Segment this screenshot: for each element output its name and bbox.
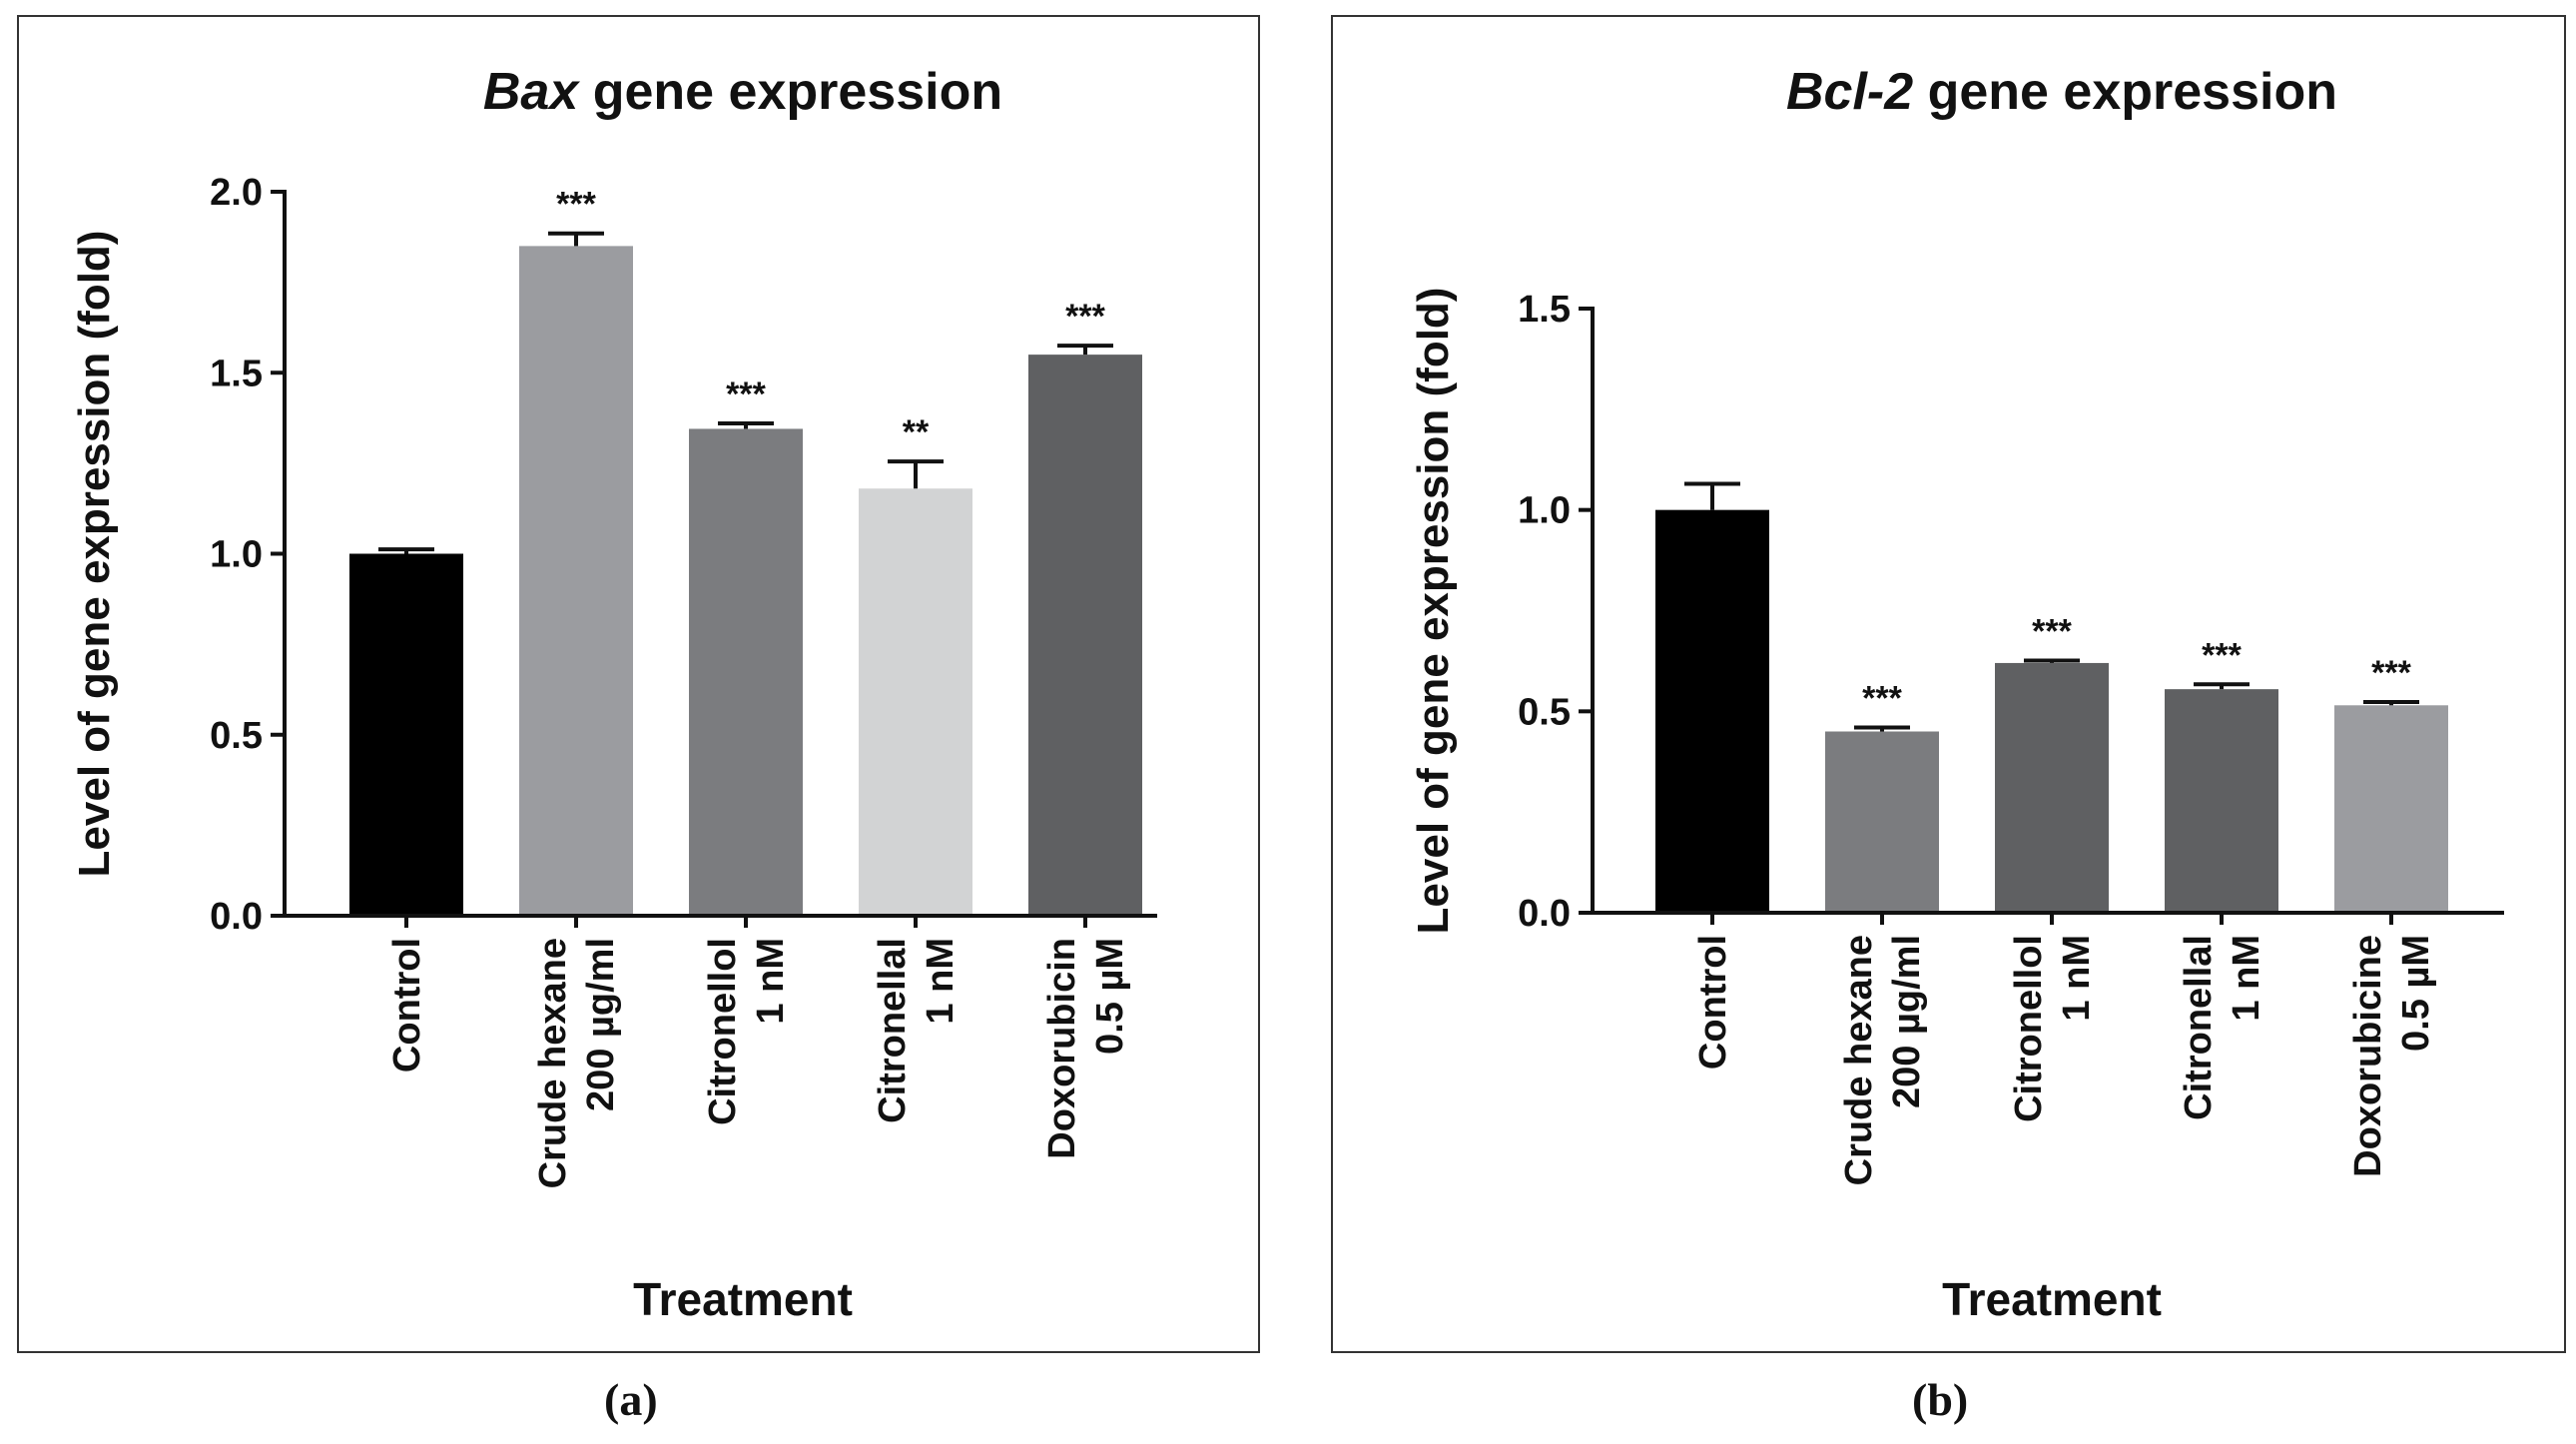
category-label: 1 nM — [920, 938, 962, 1025]
category-label: Doxorubicin — [1041, 938, 1083, 1159]
category-label: Crude hexane — [532, 938, 574, 1188]
x-axis-label: Treatment — [633, 1273, 853, 1325]
category-label: Doxorubicine — [2347, 935, 2389, 1177]
category-label: 1 nM — [2056, 935, 2098, 1022]
significance-label: *** — [726, 375, 766, 413]
bar — [1995, 662, 2109, 913]
chart-title-rest: gene expression — [1913, 63, 2337, 121]
y-axis-label: Level of gene expression (fold) — [70, 231, 119, 878]
category-label: Citronellal — [872, 938, 914, 1123]
bar — [859, 488, 972, 916]
bar — [689, 428, 803, 916]
y-axis-label: Level of gene expression (fold) — [1409, 288, 1458, 935]
y-tick-label: 0.5 — [210, 715, 263, 757]
bar — [1655, 509, 1769, 913]
category-label: Citronellal — [2178, 935, 2220, 1120]
significance-label: ** — [903, 413, 930, 451]
category-label: 1 nM — [2226, 935, 2267, 1022]
bar — [349, 553, 463, 916]
chart-panel-bcl2: Bcl-2 gene expression Level of gene expre… — [1331, 15, 2566, 1353]
chart-title-rest: gene expression — [578, 63, 1002, 121]
y-tick-label: 0.5 — [1518, 691, 1571, 733]
y-tick-label: 1.5 — [1518, 289, 1571, 331]
y-tick-label: 2.0 — [210, 172, 263, 214]
significance-label: *** — [1065, 298, 1105, 336]
significance-label: *** — [2371, 654, 2411, 692]
bar — [2334, 705, 2448, 913]
chart-title: Bax gene expression — [483, 63, 1002, 121]
category-label: 200 µg/ml — [1886, 935, 1928, 1108]
bar — [1825, 731, 1939, 913]
bar — [1028, 355, 1142, 916]
category-label: 200 µg/ml — [580, 938, 622, 1111]
category-label: Crude hexane — [1838, 935, 1880, 1185]
chart-title: Bcl-2 gene expression — [1786, 63, 2337, 121]
significance-label: *** — [1862, 679, 1902, 717]
bar — [2165, 689, 2278, 913]
y-tick-label: 0.0 — [210, 896, 263, 938]
bcl2-chart-svg: Bcl-2 gene expression Level of gene expre… — [1409, 63, 2504, 1325]
y-tick-label: 0.0 — [1518, 893, 1571, 935]
significance-label: *** — [2202, 636, 2242, 674]
category-label: 0.5 µM — [2395, 935, 2437, 1052]
bax-chart-svg: Bax gene expression Level of gene express… — [70, 63, 1157, 1325]
category-label: Citronellol — [2008, 935, 2050, 1122]
x-axis-label: Treatment — [1942, 1273, 2162, 1325]
y-tick-label: 1.0 — [210, 534, 263, 576]
panel-label-a: (a) — [604, 1374, 658, 1425]
panel-label-b: (b) — [1912, 1374, 1969, 1425]
y-tick-label: 1.0 — [1518, 490, 1571, 532]
category-label: 1 nM — [750, 938, 792, 1025]
chart-title-gene: Bax — [483, 63, 580, 121]
chart-panel-bax: Bax gene expression Level of gene express… — [17, 15, 1260, 1353]
category-label: Control — [386, 938, 428, 1073]
category-label: Citronellol — [702, 938, 744, 1125]
significance-label: *** — [2032, 613, 2072, 651]
y-tick-label: 1.5 — [210, 353, 263, 394]
category-label: Control — [1692, 935, 1734, 1070]
category-label: 0.5 µM — [1089, 938, 1131, 1055]
bar — [519, 246, 633, 916]
chart-title-gene: Bcl-2 — [1786, 63, 1913, 121]
significance-label: *** — [556, 186, 596, 224]
